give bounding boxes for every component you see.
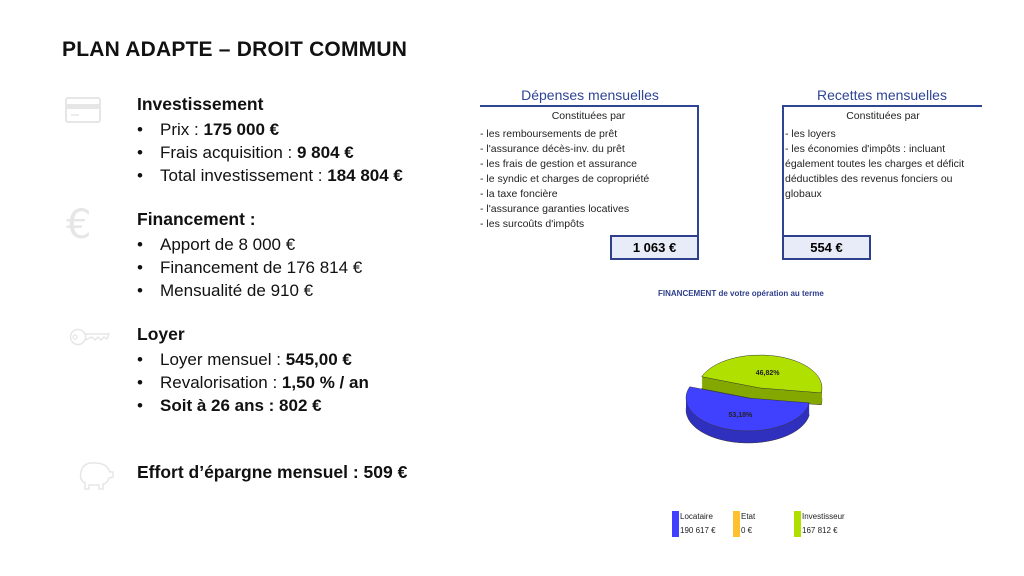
item-label: Loyer mensuel : — [160, 350, 286, 369]
line: globaux — [785, 188, 822, 200]
pie-data-label: 46,82% — [756, 370, 781, 377]
depenses-border — [697, 105, 699, 237]
legend-amount: 0 € — [741, 526, 753, 535]
legend-swatch — [672, 511, 679, 537]
loyer-section: Loyer Loyer mensuel : 545,00 € Revaloris… — [137, 324, 369, 417]
euro-icon: € — [66, 202, 92, 248]
item-label: Total investissement : — [160, 166, 328, 185]
loyer-heading: Loyer — [137, 324, 185, 344]
depenses-lines: - les remboursements de prêt - l'assuran… — [480, 127, 649, 232]
pie-data-label: 53,18% — [729, 412, 754, 419]
recettes-title: Recettes mensuelles — [817, 87, 947, 103]
investissement-heading: Investissement — [137, 94, 264, 114]
line: - les frais de gestion et assurance — [480, 158, 637, 170]
chart-title: FINANCEMENT de votre opération au terme — [658, 289, 824, 298]
item-value: 9 804 € — [297, 143, 354, 162]
piggy-bank-icon — [79, 462, 114, 490]
pie-slice-investisseur: 46,82% — [701, 354, 823, 406]
item-value: 1,50 % / an — [281, 373, 369, 392]
depenses-subtitle: Constituées par — [551, 110, 626, 122]
financement-section: Financement : Apport de 8 000 € Financem… — [137, 209, 362, 302]
line: - le syndic et charges de copropriété — [480, 173, 650, 185]
legend-label: Etat — [741, 512, 756, 521]
line: - l'assurance décès-inv. du prêt — [480, 143, 625, 155]
line: - les remboursements de prêt — [480, 128, 618, 140]
list-item: Revalorisation : 1,50 % / an — [137, 371, 369, 394]
item-label: Prix : — [160, 120, 204, 139]
credit-card-icon — [65, 97, 101, 123]
item-label: Revalorisation : — [160, 373, 282, 392]
pie-slice-top — [685, 386, 810, 432]
line: - l'assurance garanties locatives — [480, 203, 630, 215]
investissement-section: Investissement Prix : 175 000 € Frais ac… — [137, 94, 403, 187]
item-label: Frais acquisition : — [160, 143, 297, 162]
legend-amount: 190 617 € — [680, 526, 716, 535]
line: également toutes les charges et déficit — [785, 158, 965, 170]
list-item: Loyer mensuel : 545,00 € — [137, 348, 369, 371]
pie-slice-top — [701, 354, 823, 394]
list-item: Apport de 8 000 € — [137, 233, 362, 256]
recettes-rule — [782, 105, 982, 107]
list-item: Frais acquisition : 9 804 € — [137, 141, 403, 164]
item-value: 184 804 € — [327, 166, 403, 185]
list-item: Prix : 175 000 € — [137, 118, 403, 141]
list-item: Soit à 26 ans : 802 € — [137, 394, 369, 417]
page-title: PLAN ADAPTE – DROIT COMMUN — [62, 38, 408, 61]
key-icon — [69, 328, 111, 346]
item-value: 175 000 € — [203, 120, 280, 139]
depenses-total: 1 063 € — [610, 235, 699, 260]
list-item: Financement de 176 814 € — [137, 256, 362, 279]
financement-heading: Financement : — [137, 209, 256, 229]
list-item: Total investissement : 184 804 € — [137, 164, 403, 187]
depenses-title: Dépenses mensuelles — [521, 87, 659, 103]
legend-label: Investisseur — [802, 512, 845, 521]
recettes-total: 554 € — [782, 235, 871, 260]
recettes-subtitle: Constituées par — [846, 110, 920, 122]
line: déductibles des revenus fonciers ou — [785, 173, 953, 185]
item-value: 545,00 € — [285, 350, 352, 369]
line: - les loyers — [785, 128, 836, 140]
line: - les surcoûts d'impôts — [480, 218, 585, 230]
line: - les économies d'impôts : incluant — [785, 143, 946, 155]
legend-swatch — [733, 511, 740, 537]
pie-slice-locataire: 53,18% — [685, 386, 810, 444]
recettes-lines: - les loyers - les économies d'impôts : … — [785, 127, 964, 202]
legend-swatch — [794, 511, 801, 537]
depenses-rule — [480, 105, 699, 107]
legend-label: Locataire — [680, 512, 713, 521]
list-item: Mensualité de 910 € — [137, 279, 362, 302]
pie-chart: 46,82% 53,18% — [685, 354, 823, 444]
effort-epargne: Effort d’épargne mensuel : 509 € — [137, 462, 408, 482]
recettes-border — [782, 105, 784, 237]
line: - la taxe foncière — [480, 188, 558, 200]
item-value: Soit à 26 ans : 802 € — [160, 396, 322, 415]
legend-amount: 167 812 € — [802, 526, 838, 535]
